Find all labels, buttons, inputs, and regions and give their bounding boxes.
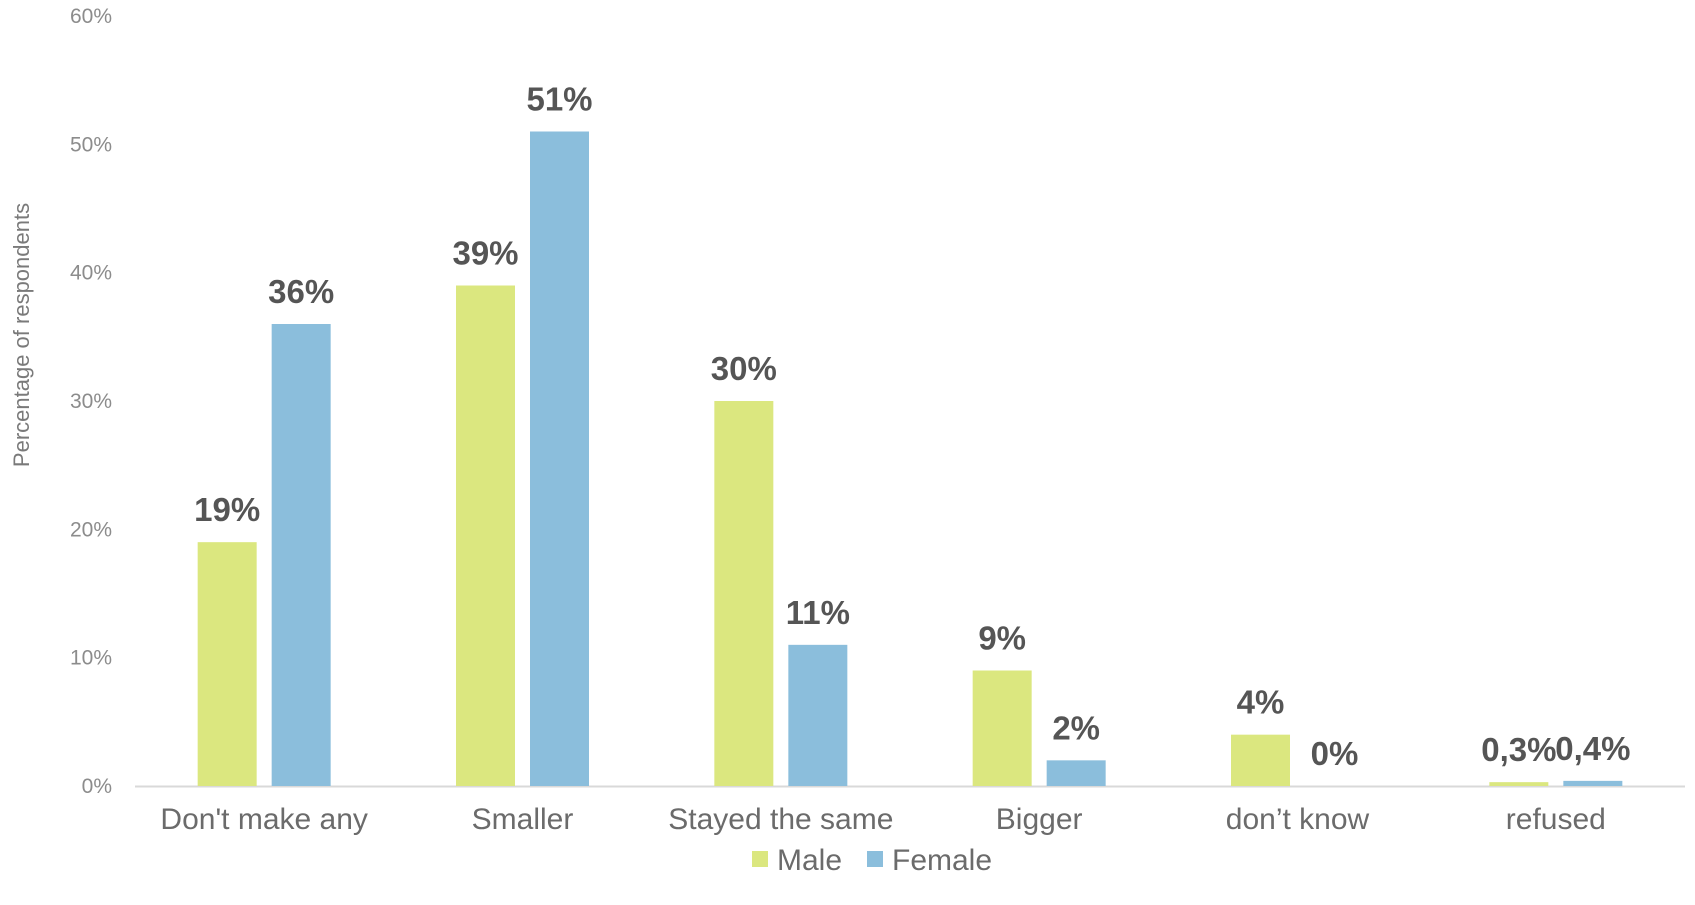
data-label-male-2: 30% xyxy=(711,350,777,387)
y-axis-title: Percentage of respondents xyxy=(9,203,34,467)
data-label-female-4: 0% xyxy=(1311,735,1359,772)
data-label-male-5: 0,3% xyxy=(1481,731,1556,768)
data-labels: 19% 36% 39% 51% 30% 11% 9% 2% 4% 0% 0,3%0,4% xyxy=(194,81,1630,773)
data-label-male-4: 4% xyxy=(1237,684,1285,721)
category-label: Don't make any xyxy=(160,803,368,836)
y-tick-label: 30% xyxy=(70,390,112,413)
bar-female-1 xyxy=(530,131,589,786)
y-tick-label: 40% xyxy=(70,262,112,285)
legend-swatch-male xyxy=(752,851,768,867)
y-tick-label: 0% xyxy=(82,775,112,798)
category-label: don’t know xyxy=(1226,803,1370,836)
bar-male-4 xyxy=(1231,734,1290,786)
category-label: Stayed the same xyxy=(668,803,893,836)
category-label: Smaller xyxy=(472,803,574,836)
y-tick-label: 10% xyxy=(70,647,112,670)
bar-male-0 xyxy=(197,542,257,786)
data-label-female-3: 2% xyxy=(1052,709,1100,746)
y-tick-label: 60% xyxy=(70,5,112,28)
y-tick-label: 50% xyxy=(70,133,112,156)
data-label-female-2: 11% xyxy=(786,594,850,631)
legend-label-male: Male xyxy=(777,844,842,877)
bar-female-3 xyxy=(1046,760,1106,786)
data-label-male-0: 19% xyxy=(194,491,260,528)
data-label-female-5: 0,4% xyxy=(1555,730,1630,767)
legend-label-female: Female xyxy=(892,844,992,877)
y-tick-label: 20% xyxy=(70,518,112,541)
category-labels: Don't make any Smaller Stayed the same Bigg… xyxy=(160,803,1605,836)
data-label-male-3: 9% xyxy=(978,620,1026,657)
bar-female-0 xyxy=(271,324,331,786)
category-label: Bigger xyxy=(996,803,1083,836)
bar-female-2 xyxy=(788,644,848,786)
data-label-female-0: 36% xyxy=(268,273,334,310)
y-axis-ticks: 0% 10% 20% 30% 40% 50% 60% xyxy=(70,5,112,798)
bar-female-5 xyxy=(1563,780,1623,786)
legend-swatch-female xyxy=(867,851,883,867)
data-label-male-1: 39% xyxy=(452,235,518,272)
legend: Male Female xyxy=(752,844,992,877)
bar-male-1 xyxy=(456,285,515,786)
bar-male-2 xyxy=(714,401,774,786)
data-label-female-1: 51% xyxy=(526,81,592,118)
bar-male-3 xyxy=(972,670,1032,786)
bars xyxy=(197,131,1623,786)
category-label: refused xyxy=(1506,803,1606,836)
bar-male-5 xyxy=(1489,782,1549,786)
